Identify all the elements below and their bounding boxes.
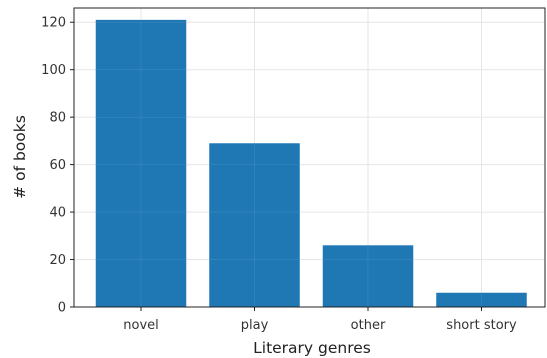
- x-tick-label: other: [351, 318, 386, 333]
- y-tick-label: 120: [41, 16, 66, 31]
- x-axis: novel play other short story: [123, 307, 517, 333]
- y-tick-label: 20: [49, 253, 66, 268]
- y-axis-label: # of books: [11, 115, 29, 199]
- y-tick-label: 60: [49, 158, 66, 173]
- x-tick-label: short story: [446, 318, 517, 333]
- x-tick-label: novel: [123, 318, 159, 333]
- y-tick-label: 100: [41, 63, 66, 78]
- plot-frame: [73, 7, 546, 308]
- y-axis: 0 20 40 60 80 100 120: [41, 16, 74, 316]
- x-tick-label: play: [241, 318, 269, 333]
- y-tick-label: 80: [49, 111, 66, 126]
- x-axis-label: Literary genres: [253, 339, 371, 357]
- y-tick-label: 0: [58, 301, 66, 316]
- y-tick-label: 40: [49, 206, 66, 221]
- bars: [95, 19, 527, 307]
